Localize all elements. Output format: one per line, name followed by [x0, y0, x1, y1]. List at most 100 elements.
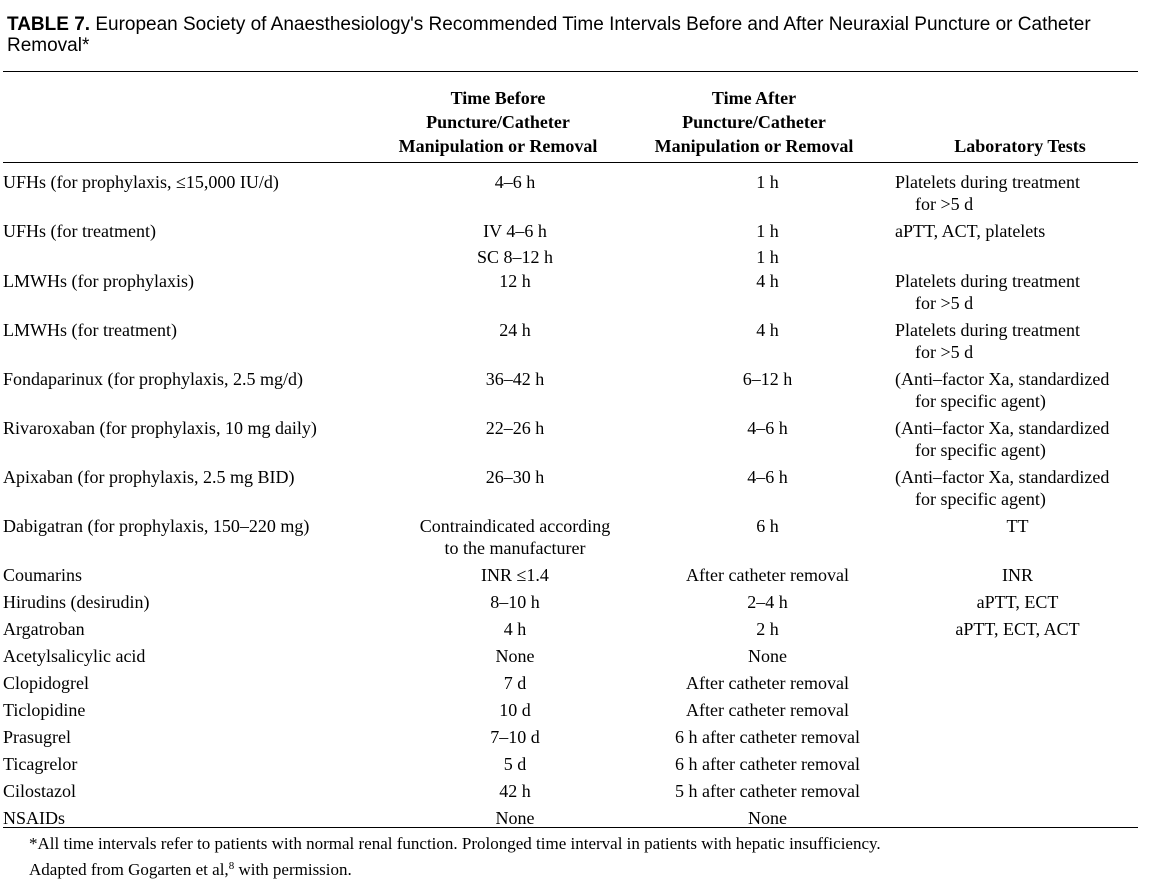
time-after-cell: 2 h: [640, 617, 895, 644]
laboratory-tests-cell: INR: [895, 563, 1140, 590]
drug-cell: Ticlopidine: [3, 698, 390, 725]
laboratory-test-value: Platelets during treatment: [895, 271, 1080, 291]
time-before-value: IV 4–6 h: [483, 221, 547, 241]
drug-name: Argatroban: [3, 619, 85, 639]
time-before-value: Contraindicated according: [419, 516, 611, 536]
time-after-value: 6 h after catheter removal: [675, 754, 860, 774]
time-before-cell: 4 h: [390, 617, 640, 644]
laboratory-tests-cell: aPTT, ECT, ACT: [895, 617, 1140, 644]
drug-name: LMWHs (for treatment): [3, 320, 177, 340]
laboratory-tests-cell: Platelets during treatment for >5 d: [895, 170, 1140, 219]
drug-name: LMWHs (for prophylaxis): [3, 271, 194, 291]
time-before-value: 22–26 h: [485, 418, 545, 438]
laboratory-test-value: for >5 d: [915, 194, 974, 214]
table-row: NSAIDs None None: [3, 806, 1140, 833]
laboratory-test-value: (Anti–factor Xa, standardized: [895, 418, 1110, 438]
time-before-value: 36–42 h: [485, 369, 545, 389]
header-line: Time After: [711, 88, 797, 108]
time-before-cell: 24 h: [390, 318, 640, 367]
time-before-value: 10 d: [499, 700, 531, 720]
time-before-cell: 42 h: [390, 779, 640, 806]
drug-cell: Apixaban (for prophylaxis, 2.5 mg BID): [3, 465, 390, 514]
time-before-value: None: [495, 646, 535, 666]
laboratory-test-value: Platelets during treatment: [895, 320, 1080, 340]
time-after-cell: After catheter removal: [640, 698, 895, 725]
time-after-value: None: [748, 808, 787, 828]
laboratory-tests-cell: (Anti–factor Xa, standardized for specifi…: [895, 465, 1140, 514]
time-after-value: 6 h: [756, 516, 779, 536]
header-line: Manipulation or Removal: [654, 136, 854, 156]
table-row: Hirudins (desirudin) 8–10 h 2–4 h aPTT, ECT: [3, 590, 1140, 617]
drug-name: NSAIDs: [3, 808, 66, 828]
drug-cell: Clopidogrel: [3, 671, 390, 698]
drug-cell: Hirudins (desirudin): [3, 590, 390, 617]
footnote-source-text: Adapted from Gogarten et al,: [29, 860, 229, 879]
drug-name: UFHs (for prophylaxis, ≤15,000 IU/d): [3, 172, 279, 192]
time-after-cell: 4 h: [640, 269, 895, 318]
drug-name: Fondaparinux (for prophylaxis, 2.5 mg/d): [3, 369, 303, 389]
time-before-cell: 26–30 h: [390, 465, 640, 514]
table-row: Dabigatran (for prophylaxis, 150–220 mg)…: [3, 514, 1140, 563]
time-before-value: 4–6 h: [494, 172, 536, 192]
laboratory-test-value: INR: [1002, 565, 1033, 585]
table-title: European Society of Anaesthesiology's Re…: [7, 14, 1091, 56]
time-after-value: 2 h: [756, 619, 779, 639]
time-before-value: 5 d: [503, 754, 527, 774]
time-after-cell: 6 h: [640, 514, 895, 563]
laboratory-tests-cell: [895, 779, 1140, 806]
time-after-value: 4 h: [756, 320, 779, 340]
recommendations-table: UFHs (for prophylaxis, ≤15,000 IU/d) 4–6 …: [3, 170, 1140, 833]
drug-cell: Cilostazol: [3, 779, 390, 806]
time-after-cell: None: [640, 806, 895, 833]
laboratory-tests-cell: Platelets during treatment for >5 d: [895, 269, 1140, 318]
laboratory-tests-cell: [895, 752, 1140, 779]
drug-name: Coumarins: [3, 565, 82, 585]
drug-name: Clopidogrel: [3, 673, 89, 693]
footnote-source: Adapted from Gogarten et al,8 with permi…: [29, 859, 352, 881]
time-before-value: 42 h: [499, 781, 531, 801]
time-after-cell: None: [640, 644, 895, 671]
footnote-source-tail: with permission.: [234, 860, 352, 879]
laboratory-tests-cell: [895, 698, 1140, 725]
time-before-value: 7 d: [503, 673, 527, 693]
time-after-cell: 4 h: [640, 318, 895, 367]
time-before-cell: 10 d: [390, 698, 640, 725]
table-row: UFHs (for prophylaxis, ≤15,000 IU/d) 4–6 …: [3, 170, 1140, 219]
laboratory-test-value: (Anti–factor Xa, standardized: [895, 369, 1110, 389]
laboratory-tests-cell: aPTT, ACT, platelets: [895, 219, 1140, 269]
drug-cell: Coumarins: [3, 563, 390, 590]
header-rule: [3, 162, 1138, 163]
laboratory-test-value: aPTT, ACT, platelets: [895, 221, 1046, 241]
time-after-value: 6 h after catheter removal: [675, 727, 860, 747]
time-after-value: 1 h: [756, 172, 779, 192]
time-after-cell: 4–6 h: [640, 465, 895, 514]
table-row: Fondaparinux (for prophylaxis, 2.5 mg/d)…: [3, 367, 1140, 416]
time-before-cell: 22–26 h: [390, 416, 640, 465]
time-after-value: 4–6 h: [747, 467, 788, 487]
drug-name: Cilostazol: [3, 781, 76, 801]
header-line: Puncture/Catheter: [426, 112, 570, 132]
drug-name: Apixaban (for prophylaxis, 2.5 mg BID): [3, 467, 295, 487]
time-after-value: 4 h: [756, 271, 779, 291]
drug-cell: Acetylsalicylic acid: [3, 644, 390, 671]
time-after-value: After catheter removal: [686, 700, 849, 720]
drug-cell: Fondaparinux (for prophylaxis, 2.5 mg/d): [3, 367, 390, 416]
laboratory-tests-cell: (Anti–factor Xa, standardized for specifi…: [895, 367, 1140, 416]
laboratory-tests-cell: [895, 671, 1140, 698]
time-after-cell: 2–4 h: [640, 590, 895, 617]
time-before-cell: None: [390, 806, 640, 833]
laboratory-tests-cell: [895, 644, 1140, 671]
time-before-cell: 12 h: [390, 269, 640, 318]
top-rule: [3, 71, 1138, 72]
time-before-cell: Contraindicated according to the manufact…: [390, 514, 640, 563]
drug-cell: NSAIDs: [3, 806, 390, 833]
laboratory-test-value: aPTT, ECT: [976, 592, 1059, 612]
drug-name: Ticagrelor: [3, 754, 78, 774]
time-after-value: After catheter removal: [686, 673, 849, 693]
drug-name: Hirudins (desirudin): [3, 592, 150, 612]
time-before-value: INR ≤1.4: [481, 565, 549, 585]
drug-cell: Prasugrel: [3, 725, 390, 752]
time-after-value: After catheter removal: [686, 565, 849, 585]
